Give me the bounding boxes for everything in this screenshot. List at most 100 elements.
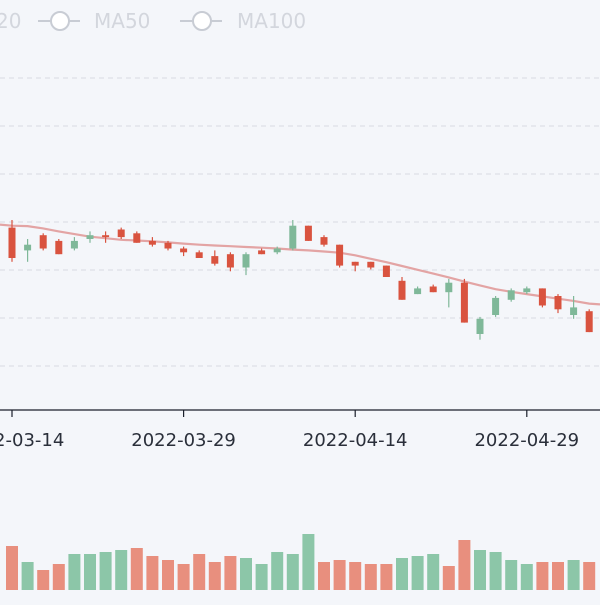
candle [273,246,281,255]
x-tick-label: 2022-04-14 [303,430,408,451]
candle [336,244,344,268]
legend-item-ma50[interactable]: MA50 [38,9,150,33]
candle [492,296,500,317]
candle-body [102,235,110,238]
volume-bar [6,546,18,590]
legend-item-ma20-label[interactable]: 20 [0,9,21,33]
volume-bar [193,554,206,590]
candle [570,296,578,319]
volume-bar [567,560,580,590]
candle-body [382,265,390,277]
candle-body [476,318,484,334]
volume-bar [583,562,596,590]
volume-bar [255,564,268,590]
candle-body [320,237,328,245]
candle-body [226,254,234,268]
volume-bar [271,552,284,590]
candle-body [242,254,250,268]
legend-item-ma100-label: MA100 [237,9,306,33]
x-tick-label: 2022-03-29 [131,430,236,451]
candle [460,278,468,323]
candle [242,252,250,276]
candle-body [538,288,546,306]
candle-body [336,244,344,266]
candle [367,261,375,270]
candle [523,286,531,295]
volume-bar [411,556,424,590]
candle [507,288,515,302]
volume-bar [427,554,440,590]
volume-bar [68,554,81,590]
candle [320,235,328,247]
candle-body [492,297,500,315]
candle-body [585,311,593,333]
volume-bar [177,564,190,590]
volume-bar [302,534,315,590]
candle-body [304,225,312,241]
volume-bar [552,562,564,590]
candle [133,231,141,243]
volume-bar [37,570,50,590]
candle-body [86,235,94,239]
candle [538,288,546,308]
volume-bar [130,548,143,590]
volume-bar [224,556,237,590]
candles [8,220,593,340]
candle-body [8,227,16,258]
candle [585,309,593,333]
legend-item-ma100[interactable]: MA100 [180,9,306,33]
candle [102,231,110,243]
candle-body [460,282,468,323]
candle [39,233,47,251]
volume-bar [84,554,96,590]
legend-item-ma50-label: MA50 [94,9,150,33]
volume-bar [458,540,471,590]
candle-body [117,229,125,238]
volume-bar [52,564,65,590]
candle-body [351,261,359,266]
volume-bar [162,560,174,590]
candle [180,246,188,257]
candle-body [429,286,437,293]
candle-body [148,240,156,245]
x-axis-ticks: 2022-03-14 2022-03-29 2022-04-14 2022-04-29 [0,410,579,451]
volume-bar [520,564,533,590]
candle [445,278,453,308]
candle [226,252,234,272]
candle [86,231,94,243]
candle-body [414,288,422,295]
volume-bar [396,558,408,590]
candle-body [70,240,78,249]
candle [24,239,32,262]
volume-bar [442,566,455,590]
candle-body [289,225,297,249]
candle [211,250,219,266]
candle-body [258,250,266,255]
candle [414,286,422,295]
grid-lines [0,77,600,367]
volume-bar [536,562,549,590]
candle-body [523,288,531,293]
candle [70,237,78,251]
volume-bar [318,562,330,590]
candle [476,316,484,340]
volume-bar [286,554,299,590]
candle [117,227,125,239]
candle [398,277,406,300]
volume-bar [333,560,346,590]
candle-body [195,252,203,258]
volume-bar [505,560,518,590]
volume-bars [6,534,596,590]
candle-body [39,235,47,249]
candle-body [398,280,406,300]
candle-body [445,282,453,293]
x-tick-label: 2022-03-14 [0,430,64,451]
candle-body [507,290,515,300]
candle [554,294,562,314]
candle [351,261,359,272]
x-axis: 2022-03-14 2022-03-29 2022-04-14 2022-04-29 [0,409,600,451]
candle [382,265,390,277]
candle [289,220,297,251]
